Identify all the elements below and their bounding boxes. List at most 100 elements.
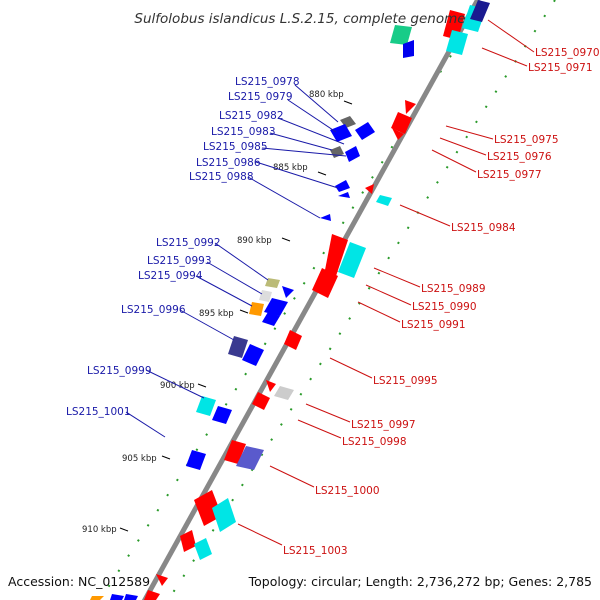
gene-feature xyxy=(156,574,168,586)
leader-line xyxy=(439,137,487,156)
accession-text: Accession: NC_012589 xyxy=(8,574,150,589)
tick-label: 885 kbp xyxy=(273,163,308,173)
gene-feature xyxy=(144,590,160,600)
gene-feature xyxy=(262,312,280,326)
leader-line xyxy=(269,132,333,151)
gene-feature xyxy=(355,122,375,140)
gene-label-right: LS215_0997 xyxy=(351,419,416,431)
gene-feature xyxy=(124,594,138,600)
gene-feature xyxy=(90,596,104,600)
scale-ticks: 880 kbp 885 kbp 890 kbp 895 kbp 900 kbp … xyxy=(82,90,353,535)
gene-feature xyxy=(186,450,206,470)
right-gene-labels: LS215_0970 LS215_0971 LS215_0975 LS215_0… xyxy=(237,19,600,557)
leader-line xyxy=(329,357,373,379)
leader-line xyxy=(399,204,451,227)
gene-feature xyxy=(252,392,270,410)
tick-mark xyxy=(197,383,207,388)
leader-line xyxy=(277,117,345,145)
gene-features xyxy=(90,0,490,600)
left-gene-labels: LS215_0978 LS215_0979 LS215_0982 LS215_0… xyxy=(66,76,347,438)
gene-feature xyxy=(312,268,338,298)
tick-label: 880 kbp xyxy=(309,90,344,100)
tick-label: 905 kbp xyxy=(122,454,157,464)
gene-feature xyxy=(390,25,412,45)
gene-feature xyxy=(365,184,374,194)
gene-feature xyxy=(403,40,414,58)
gene-feature xyxy=(194,538,212,560)
gene-feature xyxy=(376,195,392,206)
gene-feature xyxy=(264,298,288,316)
leader-line xyxy=(357,301,401,323)
gene-feature xyxy=(259,290,272,302)
gene-feature xyxy=(391,112,412,134)
leader-line xyxy=(195,275,253,307)
gene-label-right: LS215_0990 xyxy=(412,301,477,313)
gene-feature xyxy=(249,302,264,316)
tick-mark xyxy=(281,237,291,242)
gene-label-right: LS215_0984 xyxy=(451,222,516,234)
gene-feature xyxy=(180,530,196,552)
gene-feature xyxy=(212,406,232,424)
leader-line xyxy=(125,411,166,438)
gene-label-right: LS215_0998 xyxy=(342,436,407,448)
gene-feature xyxy=(405,100,416,114)
outer-left-track xyxy=(99,0,488,600)
tick-label: 910 kbp xyxy=(82,525,117,535)
gene-feature xyxy=(282,286,294,298)
gene-label-right: LS215_0970 xyxy=(535,47,600,59)
gene-feature xyxy=(325,234,348,276)
gene-label-right: LS215_0971 xyxy=(528,62,593,74)
gene-label-left: LS215_0992 xyxy=(156,237,221,249)
gene-label-right: LS215_0989 xyxy=(421,283,486,295)
leader-line xyxy=(214,242,269,281)
gene-feature xyxy=(330,146,344,158)
gene-label-left: LS215_0982 xyxy=(219,110,284,122)
gene-feature xyxy=(446,30,468,55)
tick-mark xyxy=(343,100,353,105)
gene-feature xyxy=(266,380,276,392)
gene-feature xyxy=(212,498,236,532)
gene-feature xyxy=(274,386,294,400)
gene-feature xyxy=(345,146,360,162)
gene-label-left: LS215_0985 xyxy=(203,141,268,153)
gene-label-right: LS215_1000 xyxy=(315,485,380,497)
gene-feature xyxy=(392,128,404,140)
gene-label-left: LS215_0988 xyxy=(189,171,254,183)
leader-line xyxy=(269,465,315,488)
gene-feature xyxy=(338,192,350,198)
gene-feature xyxy=(335,180,350,192)
gene-feature xyxy=(196,396,216,416)
leader-line xyxy=(297,419,342,439)
gene-feature xyxy=(236,446,264,470)
leader-line xyxy=(247,176,321,219)
gene-feature xyxy=(224,440,246,464)
gene-label-left: LS215_0978 xyxy=(235,76,300,88)
gene-feature xyxy=(330,124,352,142)
leader-line xyxy=(305,403,351,423)
leader-line xyxy=(261,147,347,157)
tick-label: 890 kbp xyxy=(237,236,272,246)
tick-label: 900 kbp xyxy=(160,381,195,391)
tick-label: 895 kbp xyxy=(199,309,234,319)
tick-mark xyxy=(119,527,129,532)
gene-label-right: LS215_1003 xyxy=(283,545,348,557)
gene-feature xyxy=(228,336,248,358)
gene-feature xyxy=(110,594,124,600)
gene-label-left: LS215_0994 xyxy=(138,270,203,282)
leader-line xyxy=(145,369,205,399)
leader-line xyxy=(294,84,339,123)
leader-line xyxy=(365,284,412,306)
tick-mark xyxy=(317,171,327,176)
gene-label-right: LS215_0991 xyxy=(401,319,466,331)
gene-label-right: LS215_0975 xyxy=(494,134,559,146)
leader-line xyxy=(237,523,283,546)
gene-feature xyxy=(320,214,331,221)
gene-label-left: LS215_1001 xyxy=(66,406,131,418)
tick-mark xyxy=(161,455,171,460)
map-title: Sulfolobus islandicus L.S.2.15, complete… xyxy=(134,11,465,27)
gene-feature xyxy=(326,264,338,272)
gene-label-right: LS215_0977 xyxy=(477,169,542,181)
tick-mark xyxy=(239,309,249,314)
